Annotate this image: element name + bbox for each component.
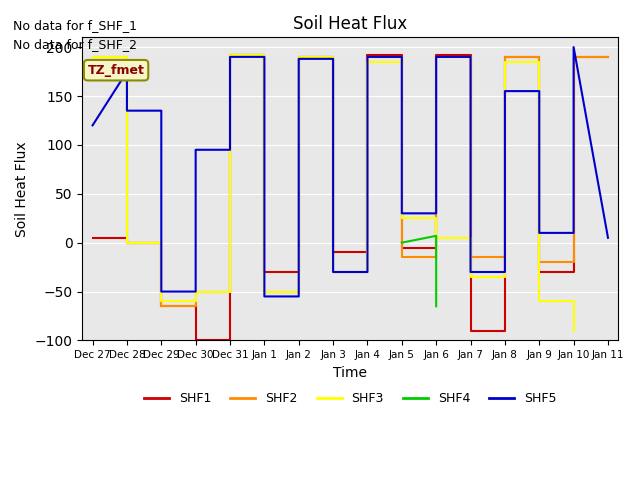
Y-axis label: Soil Heat Flux: Soil Heat Flux <box>15 141 29 237</box>
X-axis label: Time: Time <box>333 366 367 380</box>
Text: No data for f_SHF_1: No data for f_SHF_1 <box>13 19 137 32</box>
Title: Soil Heat Flux: Soil Heat Flux <box>293 15 408 33</box>
Legend: SHF1, SHF2, SHF3, SHF4, SHF5: SHF1, SHF2, SHF3, SHF4, SHF5 <box>140 387 561 410</box>
Text: No data for f_SHF_2: No data for f_SHF_2 <box>13 38 137 51</box>
Text: TZ_fmet: TZ_fmet <box>88 64 145 77</box>
